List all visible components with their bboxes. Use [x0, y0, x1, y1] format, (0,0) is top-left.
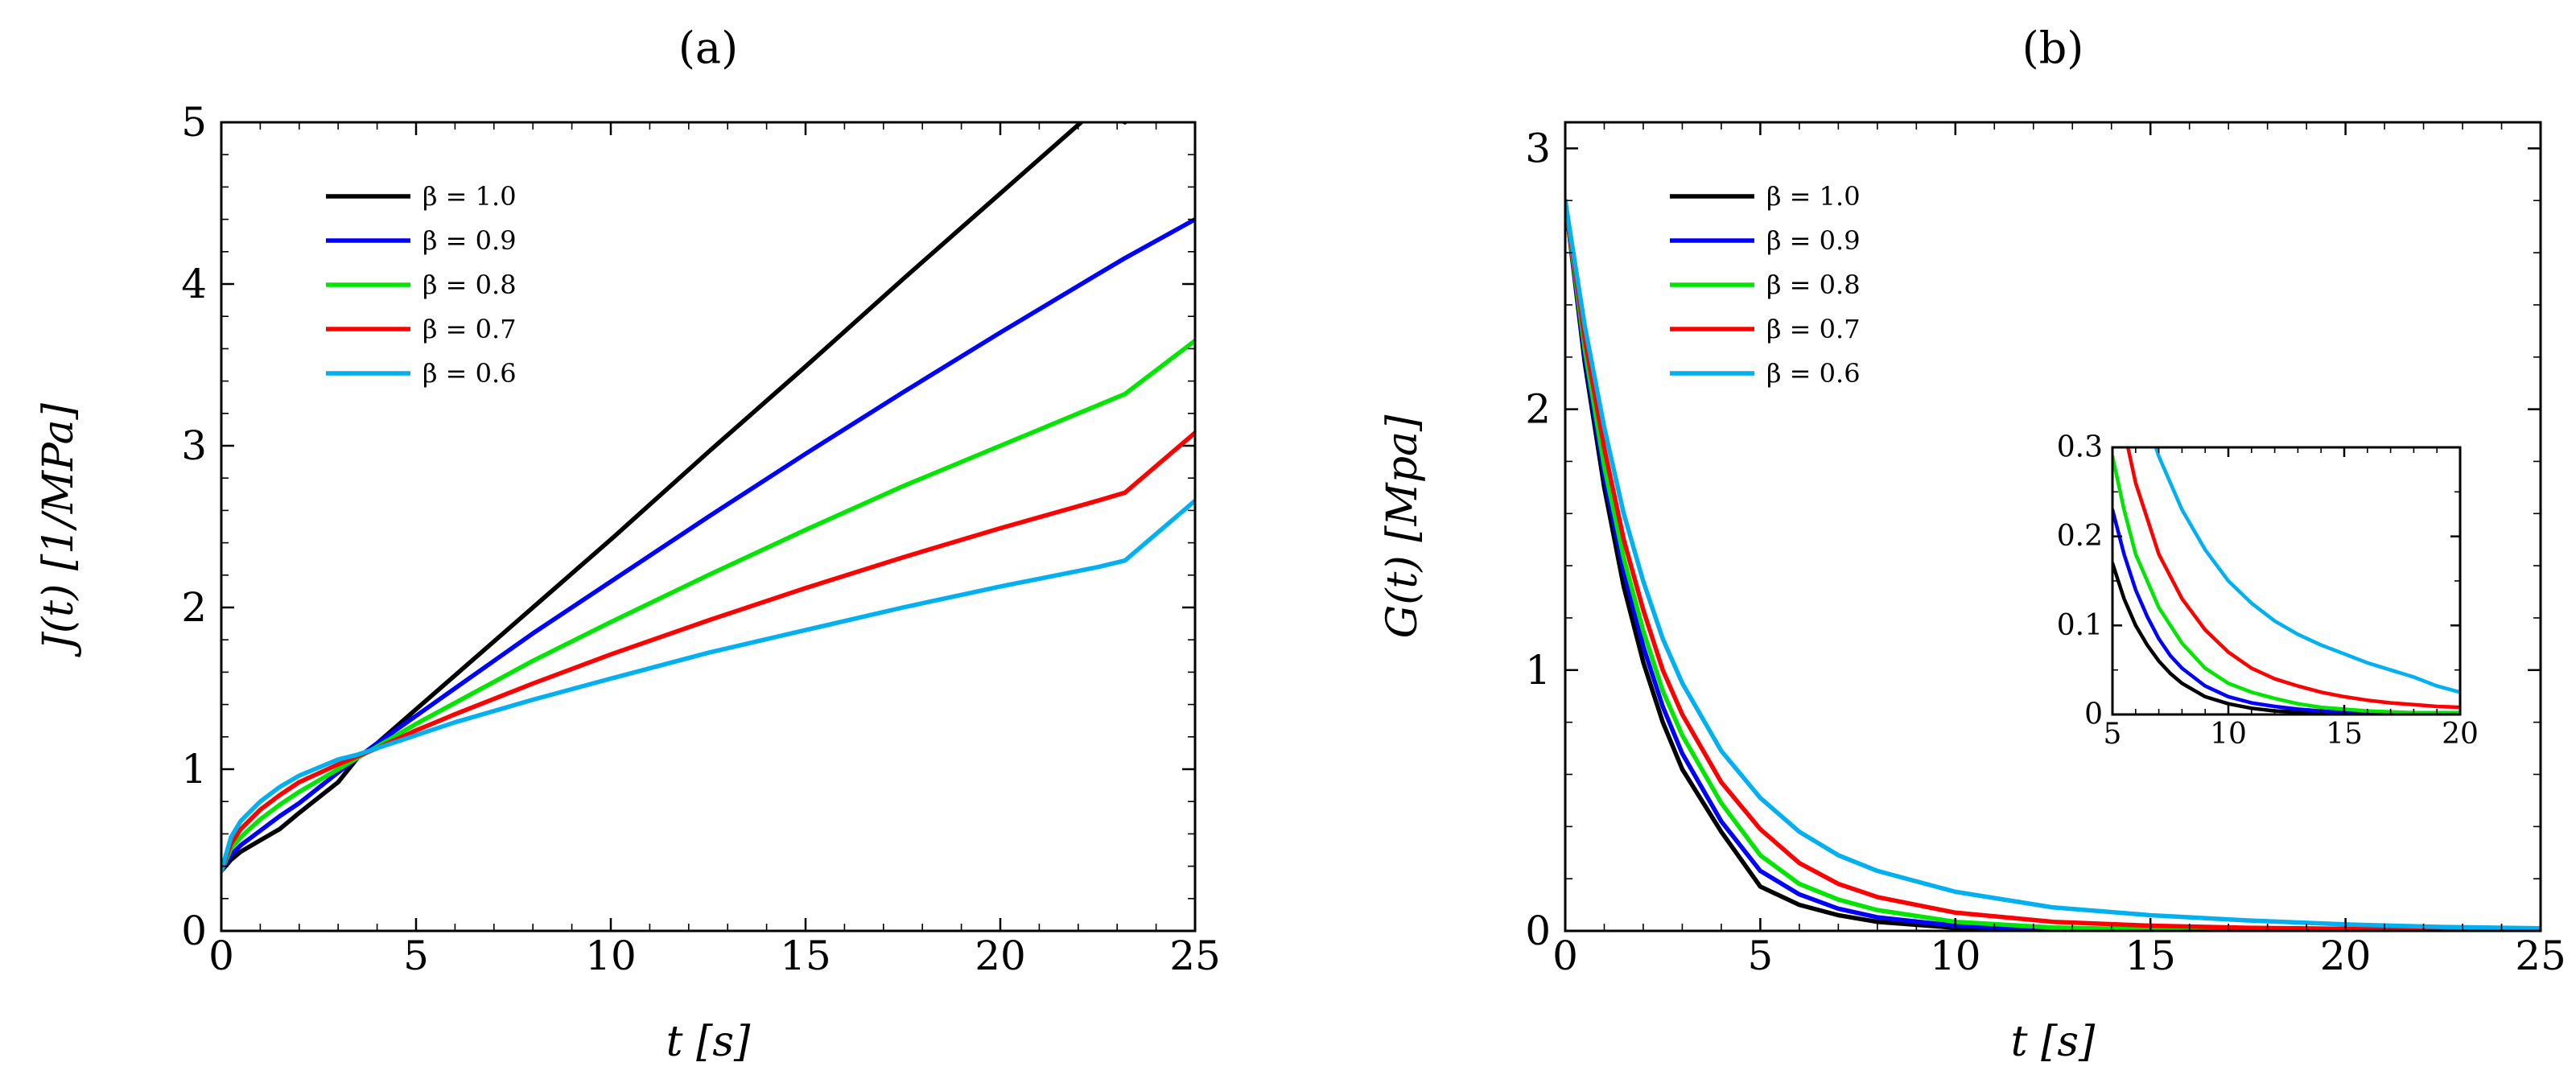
- x-tick-label: 5: [403, 933, 429, 979]
- plot-frame: [1564, 121, 2542, 933]
- legend-label: β = 0.7: [422, 314, 517, 344]
- y-tick-label: 0.3: [2057, 431, 2103, 464]
- legend: β = 1.0 β = 0.9 β = 0.8 β = 0.7 β = 0.6: [326, 181, 517, 389]
- inset-background: [2112, 447, 2460, 714]
- x-tick-label: 5: [2104, 718, 2122, 751]
- x-tick-label: 20: [2442, 718, 2479, 751]
- series-line-4: [2125, 447, 2460, 710]
- y-tick-label: 0.2: [2057, 520, 2103, 553]
- y-tick-label: 0.1: [2057, 609, 2103, 642]
- panel-b-inset: 0 0.1 0.2 0.3 5 10 15 20: [2057, 431, 2479, 751]
- legend-label: β = 0.9: [1766, 225, 1861, 256]
- legend-label: β = 0.8: [422, 270, 517, 300]
- y-axis-label: J(t) [1/MPa]: [35, 402, 83, 657]
- y-tick-label: 0: [2084, 698, 2103, 731]
- x-tick-label: 15: [780, 933, 831, 979]
- y-tick-label: 0: [1525, 908, 1551, 954]
- x-tick-label: 25: [1169, 933, 1221, 979]
- panel-title: (b): [2022, 23, 2084, 73]
- series-line-3: [221, 338, 1195, 874]
- x-tick-label: 10: [1930, 933, 1981, 979]
- y-axis-label: G(t) [Mpa]: [1379, 414, 1427, 638]
- panel-a: 0 1 2 3 4 5 0 5 10 15 20 25 (a) t [s] J(t) [1/MPa] β = …: [35, 23, 1221, 1066]
- y-tick-label: 3: [181, 422, 207, 469]
- x-tick-label: 0: [208, 933, 234, 979]
- y-tick-label: 5: [181, 99, 207, 146]
- y-tick-label: 0: [181, 908, 207, 954]
- y-tick-label: 2: [181, 584, 207, 631]
- series-group: [221, 122, 1195, 874]
- series-line-1: [1565, 198, 2541, 931]
- x-axis-label: t [s]: [2011, 1018, 2096, 1066]
- series-line-5: [1565, 198, 2541, 931]
- x-tick-label: 15: [2125, 933, 2176, 979]
- y-tick-label: 1: [181, 746, 207, 793]
- legend-label: β = 0.7: [1766, 314, 1861, 344]
- legend-label: β = 1.0: [1766, 181, 1861, 212]
- x-tick-label: 0: [1552, 933, 1578, 979]
- legend-label: β = 0.6: [1766, 358, 1861, 389]
- y-tick-label: 4: [181, 261, 207, 307]
- y-tick-label: 1: [1525, 647, 1551, 694]
- series-line-2: [221, 216, 1195, 874]
- series-line-4: [221, 430, 1195, 874]
- series-line-5: [221, 498, 1195, 874]
- panel-title: (a): [678, 23, 738, 73]
- series-line-5: [2154, 447, 2460, 694]
- legend-label: β = 0.9: [422, 225, 517, 256]
- x-tick-label: 5: [1747, 933, 1773, 979]
- x-tick-label: 10: [2210, 718, 2247, 751]
- x-tick-label: 20: [975, 933, 1026, 979]
- legend-label: β = 0.6: [422, 358, 517, 389]
- legend: β = 1.0 β = 0.9 β = 0.8 β = 0.7 β = 0.6: [1670, 181, 1861, 389]
- x-tick-label: 10: [585, 933, 637, 979]
- plot-frame: [220, 121, 1197, 933]
- x-tick-label: 15: [2326, 718, 2363, 751]
- x-tick-label: 25: [2515, 933, 2566, 979]
- series-line-1: [221, 122, 1127, 874]
- series-line-1: [2112, 561, 2460, 714]
- legend-label: β = 0.8: [1766, 270, 1861, 300]
- y-tick-label: 3: [1525, 125, 1551, 171]
- x-tick-label: 20: [2320, 933, 2372, 979]
- legend-label: β = 1.0: [422, 181, 517, 212]
- y-tick-label: 2: [1525, 386, 1551, 433]
- x-axis-label: t [s]: [666, 1018, 751, 1066]
- series-line-4: [1565, 198, 2541, 931]
